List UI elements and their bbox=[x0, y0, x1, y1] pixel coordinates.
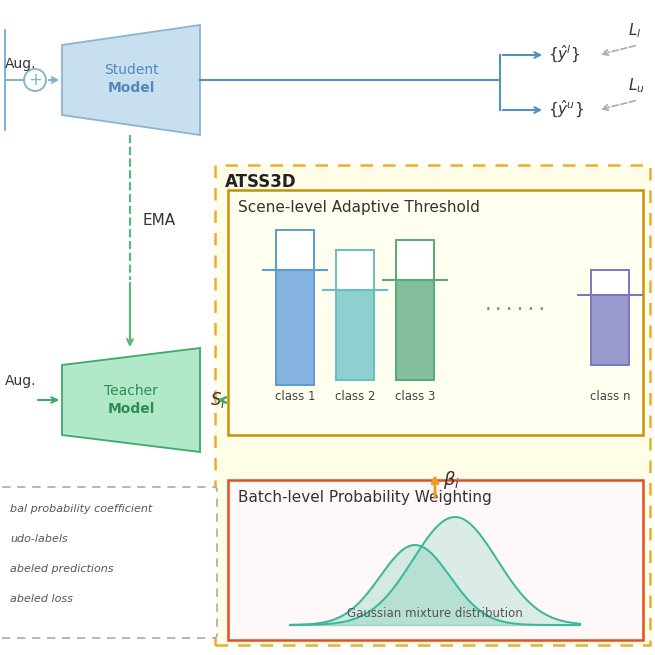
Polygon shape bbox=[62, 348, 200, 452]
Text: $\beta_i$: $\beta_i$ bbox=[443, 469, 460, 491]
Text: Batch-level Probability Weighting: Batch-level Probability Weighting bbox=[238, 490, 492, 505]
Bar bbox=[336, 250, 374, 380]
Bar bbox=[276, 230, 314, 385]
Text: ......: ...... bbox=[482, 296, 548, 314]
Polygon shape bbox=[62, 25, 200, 135]
Text: class 2: class 2 bbox=[335, 390, 375, 403]
Bar bbox=[591, 295, 629, 365]
Bar bbox=[396, 240, 434, 380]
Text: abeled loss: abeled loss bbox=[10, 594, 73, 604]
Bar bbox=[396, 280, 434, 380]
Text: abeled predictions: abeled predictions bbox=[10, 564, 113, 574]
Text: Aug.: Aug. bbox=[5, 57, 37, 71]
FancyBboxPatch shape bbox=[228, 480, 643, 640]
Circle shape bbox=[24, 69, 46, 91]
Text: bal probability coefficient: bal probability coefficient bbox=[10, 504, 152, 514]
Text: Teacher: Teacher bbox=[104, 384, 158, 398]
FancyBboxPatch shape bbox=[0, 487, 217, 638]
FancyBboxPatch shape bbox=[215, 165, 650, 645]
Text: Model: Model bbox=[107, 402, 155, 416]
Text: Aug.: Aug. bbox=[5, 374, 37, 388]
Text: Scene-level Adaptive Threshold: Scene-level Adaptive Threshold bbox=[238, 200, 480, 215]
Text: $L_u$: $L_u$ bbox=[628, 76, 645, 95]
Bar bbox=[591, 270, 629, 365]
Text: +: + bbox=[28, 71, 42, 89]
Text: $\{\hat{y}^l\}$: $\{\hat{y}^l\}$ bbox=[548, 44, 580, 66]
Bar bbox=[276, 270, 314, 385]
FancyBboxPatch shape bbox=[228, 190, 643, 435]
Text: $\{\hat{y}^u\}$: $\{\hat{y}^u\}$ bbox=[548, 99, 584, 121]
Text: udo-labels: udo-labels bbox=[10, 534, 67, 544]
Text: Gaussian mixture distribution: Gaussian mixture distribution bbox=[347, 607, 523, 620]
Bar bbox=[336, 290, 374, 380]
Text: Student: Student bbox=[103, 63, 159, 77]
Text: EMA: EMA bbox=[142, 213, 175, 228]
Text: class n: class n bbox=[590, 390, 630, 403]
Text: ATSS3D: ATSS3D bbox=[225, 173, 297, 191]
Text: class 3: class 3 bbox=[395, 390, 435, 403]
Text: $L_l$: $L_l$ bbox=[628, 21, 641, 40]
Text: class 1: class 1 bbox=[274, 390, 315, 403]
Text: Model: Model bbox=[107, 81, 155, 95]
Text: $S_i$: $S_i$ bbox=[210, 390, 226, 410]
